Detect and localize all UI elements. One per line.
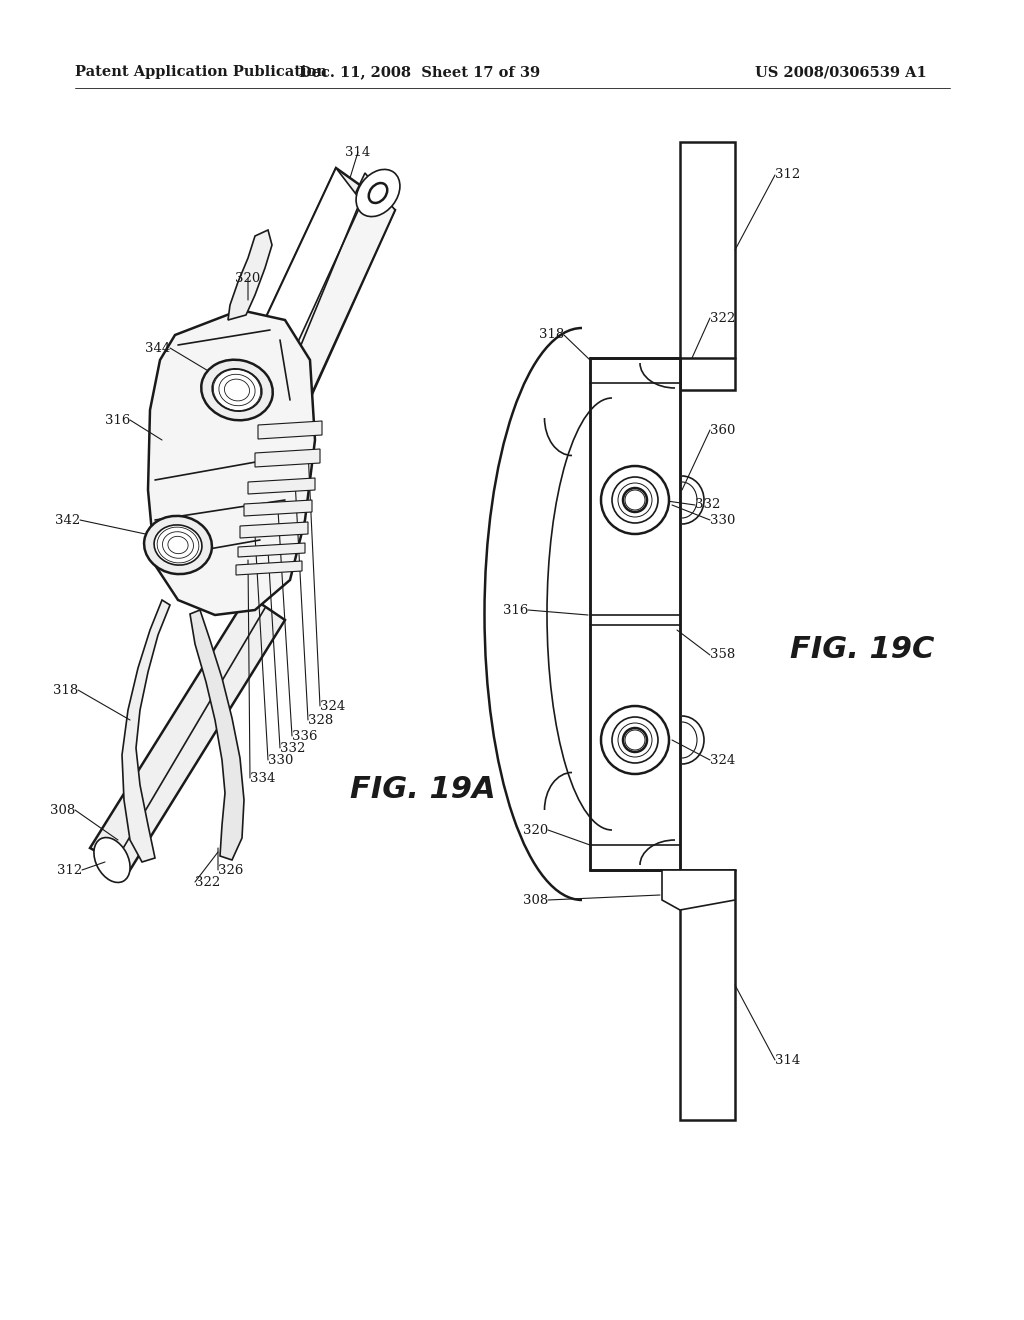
Ellipse shape — [369, 183, 387, 203]
Polygon shape — [122, 601, 170, 862]
Text: 322: 322 — [195, 875, 220, 888]
Text: 308: 308 — [522, 894, 548, 907]
Polygon shape — [236, 561, 302, 576]
Text: 336: 336 — [292, 730, 317, 742]
Polygon shape — [228, 230, 272, 319]
Polygon shape — [262, 173, 395, 430]
Text: 344: 344 — [144, 342, 170, 355]
Polygon shape — [90, 595, 285, 870]
Ellipse shape — [356, 169, 400, 216]
Text: 312: 312 — [775, 169, 800, 181]
Text: 332: 332 — [695, 499, 720, 511]
Polygon shape — [244, 500, 312, 516]
Text: 314: 314 — [775, 1053, 800, 1067]
Text: 330: 330 — [710, 513, 735, 527]
Ellipse shape — [202, 360, 272, 420]
Text: Dec. 11, 2008  Sheet 17 of 39: Dec. 11, 2008 Sheet 17 of 39 — [299, 65, 541, 79]
Polygon shape — [238, 543, 305, 557]
Ellipse shape — [612, 477, 658, 523]
Text: 328: 328 — [308, 714, 333, 726]
Text: US 2008/0306539 A1: US 2008/0306539 A1 — [755, 65, 927, 79]
Ellipse shape — [612, 717, 658, 763]
Text: FIG. 19A: FIG. 19A — [350, 776, 496, 804]
Text: Patent Application Publication: Patent Application Publication — [75, 65, 327, 79]
Text: 332: 332 — [280, 742, 305, 755]
Text: 308: 308 — [50, 804, 75, 817]
Polygon shape — [240, 521, 308, 539]
Polygon shape — [148, 310, 315, 615]
Text: 314: 314 — [345, 145, 371, 158]
Polygon shape — [190, 610, 244, 861]
Text: 326: 326 — [218, 863, 244, 876]
Text: 318: 318 — [53, 684, 78, 697]
Polygon shape — [590, 358, 680, 870]
Text: 360: 360 — [710, 424, 735, 437]
Text: 342: 342 — [54, 513, 80, 527]
Polygon shape — [232, 168, 362, 425]
Ellipse shape — [623, 488, 647, 512]
Text: 358: 358 — [710, 648, 735, 661]
Text: 324: 324 — [319, 700, 345, 713]
Polygon shape — [662, 870, 735, 909]
Polygon shape — [258, 421, 322, 440]
Polygon shape — [248, 478, 315, 494]
Text: 334: 334 — [250, 771, 275, 784]
Text: 330: 330 — [268, 754, 293, 767]
Ellipse shape — [623, 729, 647, 752]
Text: 322: 322 — [710, 312, 735, 325]
Text: 320: 320 — [236, 272, 261, 285]
Polygon shape — [680, 143, 735, 389]
Ellipse shape — [212, 368, 262, 412]
Ellipse shape — [601, 466, 669, 535]
Ellipse shape — [154, 525, 202, 565]
Text: FIG. 19C: FIG. 19C — [790, 635, 934, 664]
Polygon shape — [680, 870, 735, 1119]
Text: 312: 312 — [56, 863, 82, 876]
Polygon shape — [255, 449, 319, 467]
Text: 316: 316 — [503, 603, 528, 616]
Polygon shape — [232, 168, 395, 432]
Ellipse shape — [601, 706, 669, 774]
Text: 318: 318 — [539, 329, 564, 342]
Ellipse shape — [144, 516, 212, 574]
Text: 316: 316 — [104, 413, 130, 426]
Text: 320: 320 — [522, 824, 548, 837]
Text: 324: 324 — [710, 754, 735, 767]
Ellipse shape — [94, 837, 130, 883]
